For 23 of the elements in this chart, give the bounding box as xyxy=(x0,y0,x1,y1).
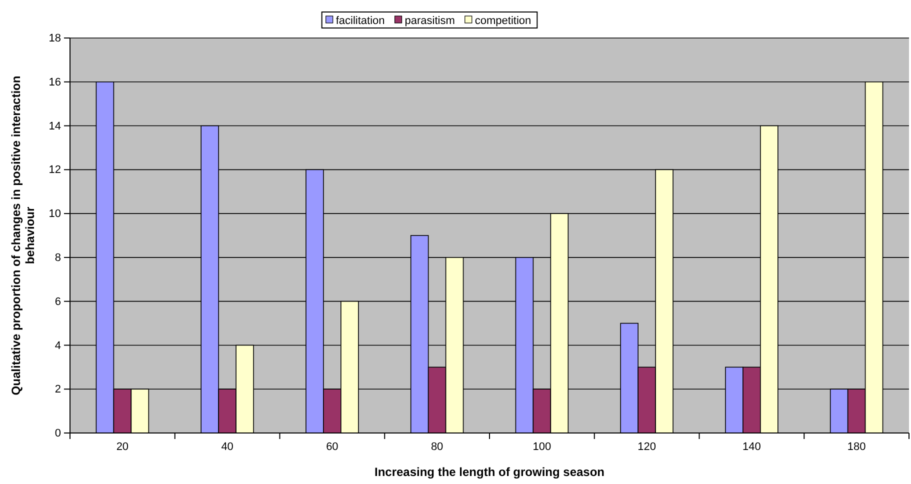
legend-label: parasitism xyxy=(404,15,455,27)
legend-label: facilitation xyxy=(336,15,385,27)
x-axis-title: Increasing the length of growing season xyxy=(374,465,605,479)
y-tick-label: 8 xyxy=(54,252,61,264)
y-tick-label: 16 xyxy=(48,76,61,88)
legend-label: competition xyxy=(474,15,532,27)
x-tick-label: 60 xyxy=(326,441,338,453)
y-tick-label: 10 xyxy=(48,208,61,220)
x-tick-label: 40 xyxy=(221,441,234,453)
y-tick-label: 14 xyxy=(48,120,61,132)
x-tick-label: 140 xyxy=(742,441,761,453)
x-tick-label: 20 xyxy=(116,441,129,453)
y-tick-label: 0 xyxy=(54,428,61,440)
y-tick-label: 4 xyxy=(54,340,61,352)
y-tick-label: 2 xyxy=(54,384,61,396)
y-tick-label: 18 xyxy=(48,32,61,45)
x-tick-label: 80 xyxy=(430,441,444,453)
x-tick-label: 180 xyxy=(847,441,866,453)
y-tick-label: 6 xyxy=(54,296,61,308)
y-tick-label: 12 xyxy=(48,164,61,176)
y-axis-title: Qualitative proportion of changes in positive interaction behaviour xyxy=(9,76,37,396)
x-tick-label: 100 xyxy=(532,441,552,453)
x-tick-label: 120 xyxy=(638,441,656,453)
